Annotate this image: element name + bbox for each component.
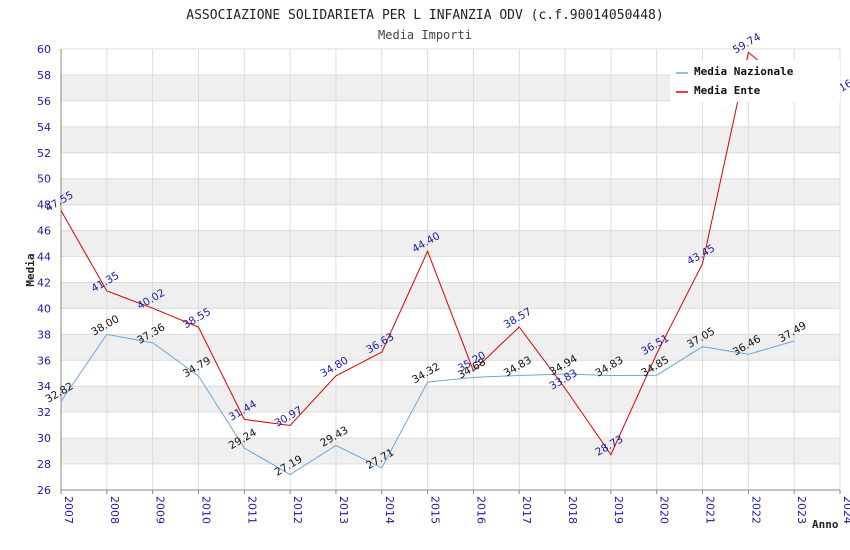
y-tick-label: 60 bbox=[37, 43, 51, 56]
x-tick-label: 2011 bbox=[245, 496, 258, 524]
y-tick-label: 36 bbox=[37, 354, 51, 367]
y-tick-label: 26 bbox=[37, 484, 51, 497]
x-tick-label: 2008 bbox=[108, 496, 121, 524]
x-tick-label: 2013 bbox=[337, 496, 350, 524]
y-tick-label: 50 bbox=[37, 173, 51, 186]
y-tick-label: 52 bbox=[37, 147, 51, 160]
x-tick-label: 2018 bbox=[566, 496, 579, 524]
y-tick-label: 58 bbox=[37, 69, 51, 82]
y-tick-labels: 26 28 30 32 34 36 38 40 42 44 46 48 50 52 54 56 58 60 bbox=[37, 43, 51, 497]
x-tick-label: 2014 bbox=[383, 496, 396, 524]
legend-label-media-nazionale: Media Nazionale bbox=[694, 65, 794, 78]
legend-box bbox=[670, 60, 840, 102]
x-tick-label: 2022 bbox=[749, 496, 762, 524]
series-lines bbox=[60, 51, 841, 476]
y-tick-label: 44 bbox=[37, 251, 51, 264]
grid-bands bbox=[61, 74, 840, 465]
x-axis-label: Anno bbox=[812, 518, 839, 531]
y-tick-label: 54 bbox=[37, 121, 51, 134]
chart-title: ASSOCIAZIONE SOLIDARIETA PER L INFANZIA … bbox=[186, 8, 663, 23]
x-tick-label: 2023 bbox=[795, 496, 808, 524]
x-tick-label: 2020 bbox=[658, 496, 671, 524]
legend-label-media-ente: Media Ente bbox=[694, 84, 761, 97]
grid-band bbox=[61, 386, 840, 413]
x-tick-label: 2017 bbox=[520, 496, 533, 524]
y-tick-label: 34 bbox=[37, 380, 51, 393]
grid-band bbox=[61, 282, 840, 309]
x-tick-label: 2021 bbox=[704, 496, 717, 524]
grid-band bbox=[61, 438, 840, 465]
grid-band bbox=[61, 230, 840, 257]
x-tick-label: 2015 bbox=[429, 496, 442, 524]
x-tick-label: 2010 bbox=[199, 496, 212, 524]
x-tick-label: 2024 bbox=[841, 496, 850, 524]
x-tick-label: 2009 bbox=[154, 496, 167, 524]
chart-subtitle: Media Importi bbox=[378, 28, 472, 42]
y-tick-label: 32 bbox=[37, 406, 51, 419]
grid-band bbox=[61, 334, 840, 361]
x-tick-labels: 2007 2008 2009 2010 2011 2012 2013 2014 2015 2016… bbox=[62, 496, 850, 524]
series-line-media-nazionale bbox=[60, 333, 795, 476]
x-tick-label: 2007 bbox=[62, 496, 75, 524]
legend: Media Nazionale Media Ente bbox=[670, 60, 840, 102]
y-axis-label: Media bbox=[24, 253, 37, 286]
y-tick-label: 46 bbox=[37, 225, 51, 238]
y-tick-label: 30 bbox=[37, 432, 51, 445]
y-tick-label: 40 bbox=[37, 302, 51, 315]
axes bbox=[60, 49, 841, 494]
x-tick-label: 2019 bbox=[612, 496, 625, 524]
grid-band bbox=[61, 178, 840, 205]
y-tick-label: 56 bbox=[37, 95, 51, 108]
grid-band bbox=[61, 126, 840, 153]
y-tick-label: 28 bbox=[37, 458, 51, 471]
x-tick-label: 2016 bbox=[474, 496, 487, 524]
series-line-media-ente bbox=[60, 51, 841, 456]
x-tick-label: 2012 bbox=[291, 496, 304, 524]
y-tick-label: 42 bbox=[37, 276, 51, 289]
y-tick-label: 48 bbox=[37, 199, 51, 212]
y-tick-label: 38 bbox=[37, 328, 51, 341]
